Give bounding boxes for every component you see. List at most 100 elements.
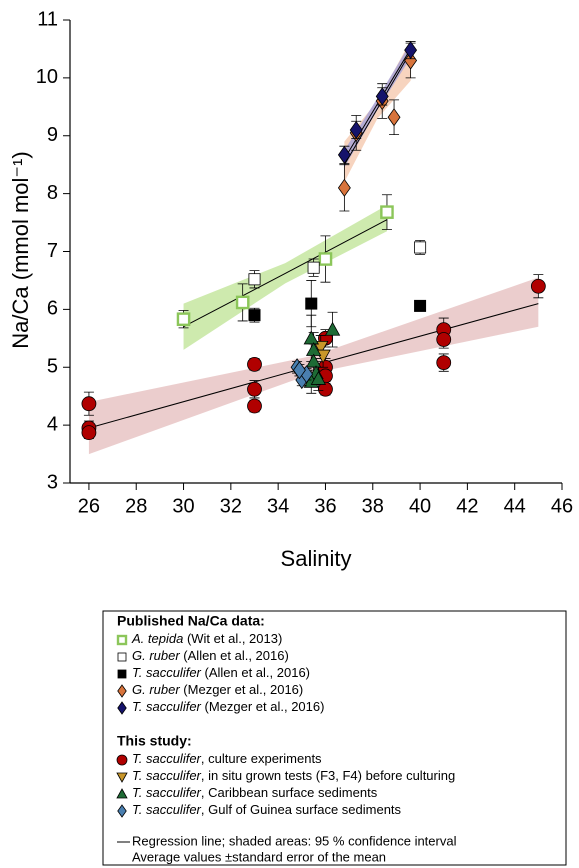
point [305, 297, 318, 310]
point [247, 356, 262, 372]
legend-source: , Gulf of Guinea surface sediments [201, 802, 402, 817]
y-tick-label: 9 [47, 124, 58, 146]
legend-symbol [117, 804, 127, 818]
point [310, 371, 327, 385]
legend-entry: G. ruber (Allen et al., 2016) [117, 648, 289, 663]
point [404, 51, 418, 70]
y-tick-label: 8 [47, 182, 58, 204]
legend-source: (Wit et al., 2013) [183, 631, 282, 646]
legend-symbol [116, 754, 128, 766]
regression-line [183, 219, 388, 328]
y-tick-label: 6 [47, 298, 58, 320]
legend-label: T. sacculifer (Mezger et al., 2016) [132, 699, 324, 714]
x-tick-label: 42 [456, 495, 478, 517]
point [248, 273, 261, 286]
x-tick-label: 38 [362, 495, 384, 517]
legend-label: G. ruber (Mezger et al., 2016) [132, 682, 303, 697]
y-tick-label: 3 [47, 471, 58, 493]
point [404, 41, 418, 60]
y-tick-label: 7 [47, 240, 58, 262]
point [293, 361, 306, 380]
legend-symbol [117, 701, 127, 715]
legend-source: (Allen et al., 2016) [201, 665, 310, 680]
regression-line [343, 48, 412, 160]
legend-entry: T. sacculifer, in situ grown tests (F3, … [116, 768, 455, 783]
legend-symbol [116, 634, 128, 646]
point [313, 340, 329, 355]
legend-symbol [117, 684, 127, 698]
x-tick-label: 40 [409, 495, 431, 517]
x-tick-label: 28 [125, 495, 147, 517]
x-tick-label: 30 [172, 495, 194, 517]
legend-label: T. sacculifer, in situ grown tests (F3, … [132, 768, 455, 783]
legend-box [102, 610, 567, 866]
regression-line [343, 51, 412, 165]
x-tick-label: 34 [267, 495, 289, 517]
legend-source: (Allen et al., 2016) [180, 648, 289, 663]
x-tick-label: 32 [220, 495, 242, 517]
point [349, 120, 363, 140]
y-axis-label: Na/Ca (mmol mol⁻¹) [8, 151, 33, 348]
point [375, 87, 389, 106]
point [436, 332, 452, 347]
point [81, 396, 97, 412]
legend-name: G. ruber [132, 648, 180, 663]
legend-source: (Mezger et al., 2016) [201, 699, 325, 714]
legend-name: T. sacculifer [132, 802, 202, 817]
point [324, 321, 341, 336]
legend-name: T. sacculifer [132, 751, 202, 766]
legend-symbol [116, 788, 128, 799]
legend-label: G. ruber (Allen et al., 2016) [132, 648, 289, 663]
legend-source: , Caribbean surface sediments [201, 785, 378, 800]
y-tick-label: 11 [37, 8, 58, 30]
legend-entry: T. sacculifer (Mezger et al., 2016) [117, 699, 324, 715]
point [307, 261, 320, 274]
legend-name: T. sacculifer [132, 785, 202, 800]
point [414, 241, 427, 254]
legend-name: T. sacculifer [132, 699, 202, 714]
y-tick-label: 4 [47, 413, 58, 435]
legend-entry: A. tepida (Wit et al., 2013) [116, 631, 282, 646]
point [436, 355, 452, 371]
legend-symbol [116, 772, 128, 783]
point [247, 398, 262, 414]
legend-symbol [117, 652, 127, 662]
point [414, 299, 427, 312]
legend-label: T. sacculifer, Gulf of Guinea surface se… [132, 802, 402, 817]
legend-source: , in situ grown tests (F3, F4) before cu… [201, 768, 455, 783]
x-tick-label: 46 [551, 495, 573, 517]
legend-label: A. tepida (Wit et al., 2013) [131, 631, 282, 646]
point [235, 295, 250, 310]
legend-note: Average values ±standard error of the me… [132, 849, 386, 864]
legend-symbol [117, 669, 127, 679]
x-tick-label: 36 [314, 495, 336, 517]
legend-name: G. ruber [132, 682, 180, 697]
legend-name: A. tepida [131, 631, 183, 646]
y-tick-label: 5 [47, 356, 58, 378]
point [530, 278, 546, 294]
point [303, 330, 319, 345]
legend-label: T. sacculifer, culture experiments [132, 751, 322, 766]
point [318, 252, 333, 266]
point [176, 312, 191, 327]
legend-note: Regression line; shaded areas: 95 % conf… [132, 833, 457, 848]
x-axis-label: Salinity [281, 546, 352, 571]
legend-heading: Published Na/Ca data: [117, 613, 265, 629]
legend-name: T. sacculifer [132, 768, 202, 783]
legend-entry: G. ruber (Mezger et al., 2016) [117, 682, 303, 698]
legend-entry: T. sacculifer (Allen et al., 2016) [117, 665, 310, 680]
legend-source: , culture experiments [201, 751, 322, 766]
point [81, 425, 97, 441]
legend-entry: T. sacculifer, Caribbean surface sedimen… [116, 785, 378, 800]
point [380, 205, 394, 219]
legend-label: T. sacculifer (Allen et al., 2016) [132, 665, 310, 680]
legend-name: T. sacculifer [132, 665, 202, 680]
x-tick-label: 26 [78, 495, 100, 517]
legend-entry: T. sacculifer, Gulf of Guinea surface se… [117, 802, 402, 818]
legend-label: T. sacculifer, Caribbean surface sedimen… [132, 785, 378, 800]
point [337, 178, 351, 197]
y-tick-label: 10 [36, 66, 58, 88]
point [248, 309, 261, 322]
legend-source: (Mezger et al., 2016) [180, 682, 304, 697]
